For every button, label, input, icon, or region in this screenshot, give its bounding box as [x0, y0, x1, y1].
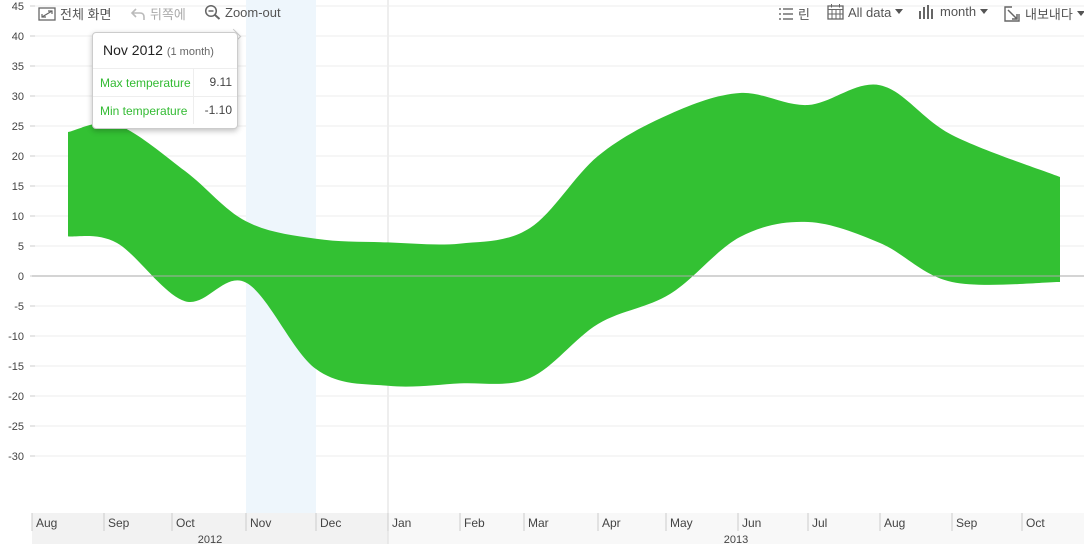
tooltip-series-value: 9.11: [193, 69, 237, 96]
y-tick-label: -5: [14, 301, 24, 313]
period-label: month: [940, 4, 977, 19]
tooltip-title: Nov 2012: [103, 42, 163, 58]
list-label: 린: [798, 7, 810, 22]
x-tick-label: Feb: [464, 516, 485, 530]
tooltip-series-name: Min temperature: [100, 103, 188, 118]
tooltip-period: (1 month): [166, 46, 214, 58]
y-tick-label: 35: [12, 61, 24, 73]
y-tick-label: 30: [12, 91, 24, 103]
calendar-icon: [827, 4, 844, 20]
navigator-band-right: [388, 513, 1084, 544]
x-tick-label: Dec: [320, 516, 341, 530]
tooltip-series-value: -1.10: [193, 97, 237, 124]
undo-arrow-icon: [130, 7, 146, 21]
y-tick-label: 20: [12, 151, 24, 163]
x-tick-label: Sep: [956, 516, 978, 530]
x-tick-label: Mar: [528, 516, 549, 530]
zoom-out-icon: [204, 4, 221, 20]
x-tick-label: Jan: [392, 516, 411, 530]
year-labels: 2012 2013: [198, 534, 748, 544]
y-tick-label: 5: [18, 241, 24, 253]
export-dropdown[interactable]: 내보내다: [1004, 4, 1084, 23]
x-tick-label: Aug: [884, 516, 905, 530]
x-tick-label: Nov: [250, 516, 271, 530]
y-tick-label: -10: [8, 331, 24, 343]
export-label: 내보내다: [1025, 7, 1073, 22]
export-icon: [1004, 5, 1021, 22]
y-tick-label: 40: [12, 31, 24, 43]
range-area[interactable]: [68, 84, 1060, 387]
fullscreen-button[interactable]: 전체 화면: [38, 4, 111, 23]
y-tick-label: -25: [8, 421, 24, 433]
year-label: 2012: [198, 534, 222, 544]
list-button[interactable]: 린: [778, 4, 810, 23]
y-tick-label: 10: [12, 211, 24, 223]
bar-chart-icon: [918, 4, 936, 19]
y-tick-label: -30: [8, 451, 24, 463]
x-axis-labels: Aug Sep Oct Nov Dec Jan Feb Mar Apr May Jun Jul Aug S…: [31, 513, 1045, 531]
x-tick-label: Oct: [1026, 516, 1045, 530]
all-data-dropdown[interactable]: All data: [827, 4, 904, 20]
x-tick-label: May: [670, 516, 693, 530]
back-button[interactable]: 뒤쪽에: [130, 4, 186, 23]
x-tick-label: Oct: [176, 516, 195, 530]
y-tick-label: 15: [12, 181, 24, 193]
x-tick-label: Aug: [36, 516, 57, 530]
x-tick-label: Jul: [812, 516, 827, 530]
zoom-out-label: Zoom-out: [225, 4, 281, 20]
y-tick-label: -15: [8, 361, 24, 373]
year-label: 2013: [724, 534, 748, 544]
chevron-down-icon: [895, 9, 904, 15]
tooltip-row: Max temperature 9.11: [93, 68, 237, 96]
y-tick-label: 45: [12, 1, 24, 13]
tooltip-header: Nov 2012 (1 month): [93, 33, 237, 68]
fullscreen-icon: [38, 6, 56, 21]
y-tick-label: 0: [18, 271, 24, 283]
period-dropdown[interactable]: month: [918, 4, 989, 19]
list-icon: [778, 7, 794, 21]
all-data-label: All data: [848, 4, 892, 20]
fullscreen-label: 전체 화면: [60, 7, 112, 22]
tooltip-series-name: Max temperature: [100, 75, 191, 90]
navigator-band-left: [32, 513, 388, 544]
back-label: 뒤쪽에: [150, 7, 186, 22]
tooltip-row: Min temperature -1.10: [93, 96, 237, 124]
y-tick-label: 25: [12, 121, 24, 133]
data-tooltip: Nov 2012 (1 month) Max temperature 9.11 …: [92, 32, 238, 129]
x-tick-label: Jun: [742, 516, 761, 530]
x-tick-label: Sep: [108, 516, 130, 530]
y-axis-labels: -30 -25 -20 -15 -10 -5 0 5 10 15 20 25 30 35 40 45: [8, 1, 24, 463]
x-tick-label: Apr: [602, 516, 621, 530]
chevron-down-icon: [1076, 10, 1084, 17]
chevron-down-icon: [980, 8, 989, 15]
y-tick-label: -20: [8, 391, 24, 403]
zoom-out-button[interactable]: Zoom-out: [204, 4, 281, 20]
